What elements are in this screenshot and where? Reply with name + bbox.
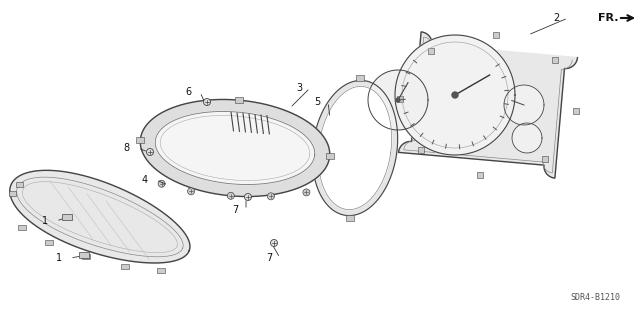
Bar — [16, 182, 23, 187]
Circle shape — [268, 193, 275, 200]
Bar — [573, 108, 579, 114]
Bar — [397, 96, 403, 102]
Bar — [19, 225, 26, 230]
Bar — [121, 264, 129, 270]
Bar — [417, 147, 424, 153]
Circle shape — [271, 240, 278, 247]
Polygon shape — [312, 80, 397, 216]
Circle shape — [158, 180, 165, 187]
Polygon shape — [395, 35, 515, 155]
Polygon shape — [156, 111, 315, 184]
Bar — [356, 75, 364, 81]
Text: FR.: FR. — [598, 13, 618, 23]
Text: 1: 1 — [42, 216, 48, 226]
Bar — [309, 144, 317, 152]
Polygon shape — [10, 170, 190, 263]
Text: 2: 2 — [554, 13, 560, 23]
Circle shape — [244, 194, 252, 201]
Text: 6: 6 — [186, 87, 192, 97]
Circle shape — [188, 188, 195, 195]
Text: SDR4-B1210: SDR4-B1210 — [570, 293, 620, 302]
Polygon shape — [512, 123, 542, 153]
Bar — [62, 214, 72, 220]
Text: 7: 7 — [266, 253, 272, 263]
Bar — [45, 240, 52, 245]
Circle shape — [452, 92, 458, 98]
Polygon shape — [399, 32, 577, 178]
Bar — [83, 254, 90, 259]
Circle shape — [204, 99, 211, 106]
Bar — [79, 252, 89, 258]
Bar — [552, 57, 559, 63]
Bar — [157, 268, 165, 273]
Circle shape — [147, 149, 154, 155]
Bar — [9, 190, 16, 196]
Circle shape — [227, 192, 234, 199]
Circle shape — [396, 98, 400, 102]
Polygon shape — [140, 100, 330, 197]
Bar — [541, 156, 548, 162]
Bar — [136, 137, 145, 143]
Bar — [326, 153, 333, 159]
Text: 8: 8 — [124, 143, 130, 153]
Bar — [493, 32, 499, 38]
Bar — [428, 48, 435, 54]
Polygon shape — [318, 86, 392, 210]
Text: 4: 4 — [142, 175, 148, 185]
Bar — [235, 97, 243, 103]
Bar — [346, 215, 354, 221]
Text: 7: 7 — [232, 205, 238, 215]
Circle shape — [303, 189, 310, 196]
Bar — [477, 172, 483, 178]
Polygon shape — [504, 85, 544, 125]
Text: 1: 1 — [56, 253, 62, 263]
Text: 3: 3 — [296, 83, 302, 93]
Text: 5: 5 — [314, 97, 320, 107]
Polygon shape — [368, 70, 428, 130]
